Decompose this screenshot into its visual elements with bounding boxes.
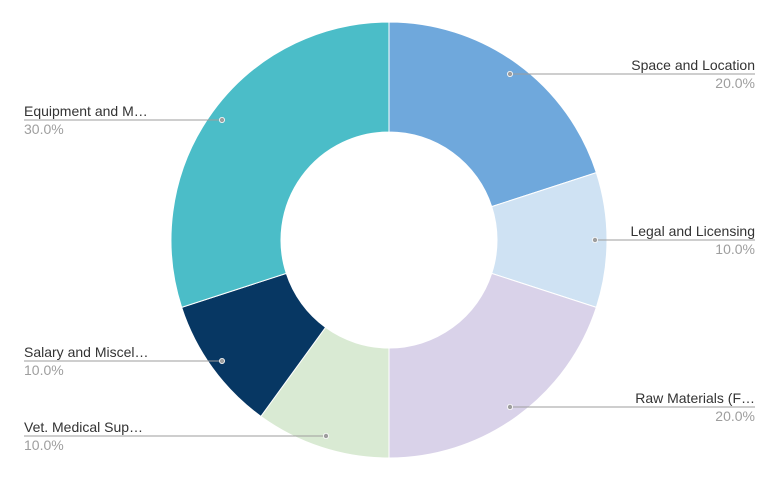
leader-dot: [322, 432, 329, 439]
leader-dot: [506, 71, 513, 78]
annotation-raw-materials-f: Raw Materials (F… 20.0%: [506, 390, 755, 424]
slice-percent-label: 20.0%: [715, 75, 755, 91]
slice-percent-label: 10.0%: [24, 362, 64, 378]
leader-dot: [218, 357, 225, 364]
slice-label: Equipment and M…: [24, 103, 148, 119]
annotation-vet-medical-sup: Vet. Medical Sup… 10.0%: [24, 419, 329, 453]
annotation-legal-and-licensing: Legal and Licensing 10.0%: [592, 223, 755, 257]
annotation-salary-and-miscel: Salary and Miscel… 10.0%: [24, 344, 225, 378]
slice-label: Space and Location: [631, 57, 755, 73]
slice-label: Salary and Miscel…: [24, 344, 149, 360]
leader-dot: [506, 403, 513, 410]
slice-raw-materials-f[interactable]: [388, 272, 597, 459]
slice-percent-label: 10.0%: [715, 241, 755, 257]
annotation-equipment-and-m: Equipment and M… 30.0%: [24, 103, 225, 137]
slice-label: Legal and Licensing: [630, 223, 755, 239]
slice-equipment-and-m[interactable]: [170, 21, 390, 308]
leader-dot: [592, 236, 599, 243]
leader-dot: [218, 117, 225, 124]
slice-percent-label: 20.0%: [715, 408, 755, 424]
slice-percent-label: 30.0%: [24, 121, 64, 137]
annotation-space-and-location: Space and Location 20.0%: [506, 57, 755, 91]
slice-label: Vet. Medical Sup…: [24, 419, 143, 435]
slices: [170, 21, 608, 459]
slice-percent-label: 10.0%: [24, 437, 64, 453]
slice-space-and-location[interactable]: [388, 21, 597, 208]
slice-label: Raw Materials (F…: [635, 390, 755, 406]
